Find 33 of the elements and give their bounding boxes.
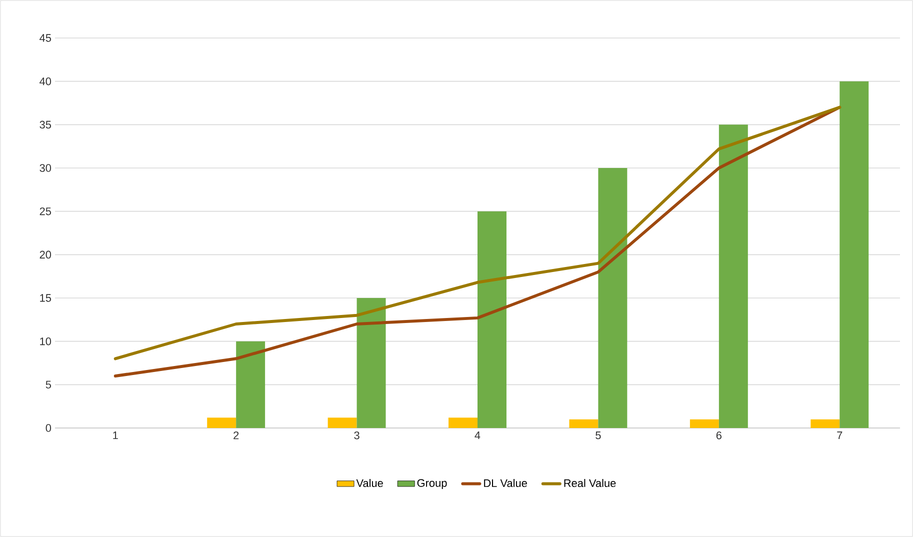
y-tick-label: 15: [40, 294, 52, 302]
y-tick-label: 30: [40, 164, 52, 172]
bar: [236, 341, 266, 428]
y-tick-label: 45: [40, 34, 52, 42]
x-tick-label: 1: [113, 432, 118, 440]
y-tick-label: 10: [40, 337, 52, 346]
bar: [810, 419, 840, 428]
legend-label: Real Value: [564, 478, 616, 488]
x-tick-label: 2: [234, 432, 239, 440]
bar: [598, 168, 628, 428]
bar: [569, 419, 598, 428]
legend-label: Value: [356, 478, 383, 488]
bar: [478, 211, 506, 428]
bar: [840, 81, 869, 428]
bar: [356, 298, 386, 428]
y-tick-label: 5: [46, 380, 52, 388]
x-tick-label: 6: [716, 432, 722, 440]
y-tick-label: 20: [40, 250, 52, 259]
bar: [207, 418, 236, 428]
x-tick-label: 5: [596, 432, 601, 440]
y-tick-label: 25: [40, 207, 52, 216]
x-tick-label: 7: [837, 432, 842, 440]
y-tick-label: 0: [46, 424, 52, 432]
bar: [718, 124, 748, 428]
legend-label: DL Value: [484, 478, 527, 488]
legend-label: Group: [417, 479, 447, 490]
y-tick-label: 40: [40, 77, 52, 86]
y-tick-label: 35: [40, 120, 52, 129]
x-tick-label: 3: [354, 432, 360, 440]
bar: [328, 418, 357, 428]
x-tick-label: 4: [474, 432, 480, 440]
bar: [690, 419, 719, 428]
bar: [448, 418, 478, 428]
